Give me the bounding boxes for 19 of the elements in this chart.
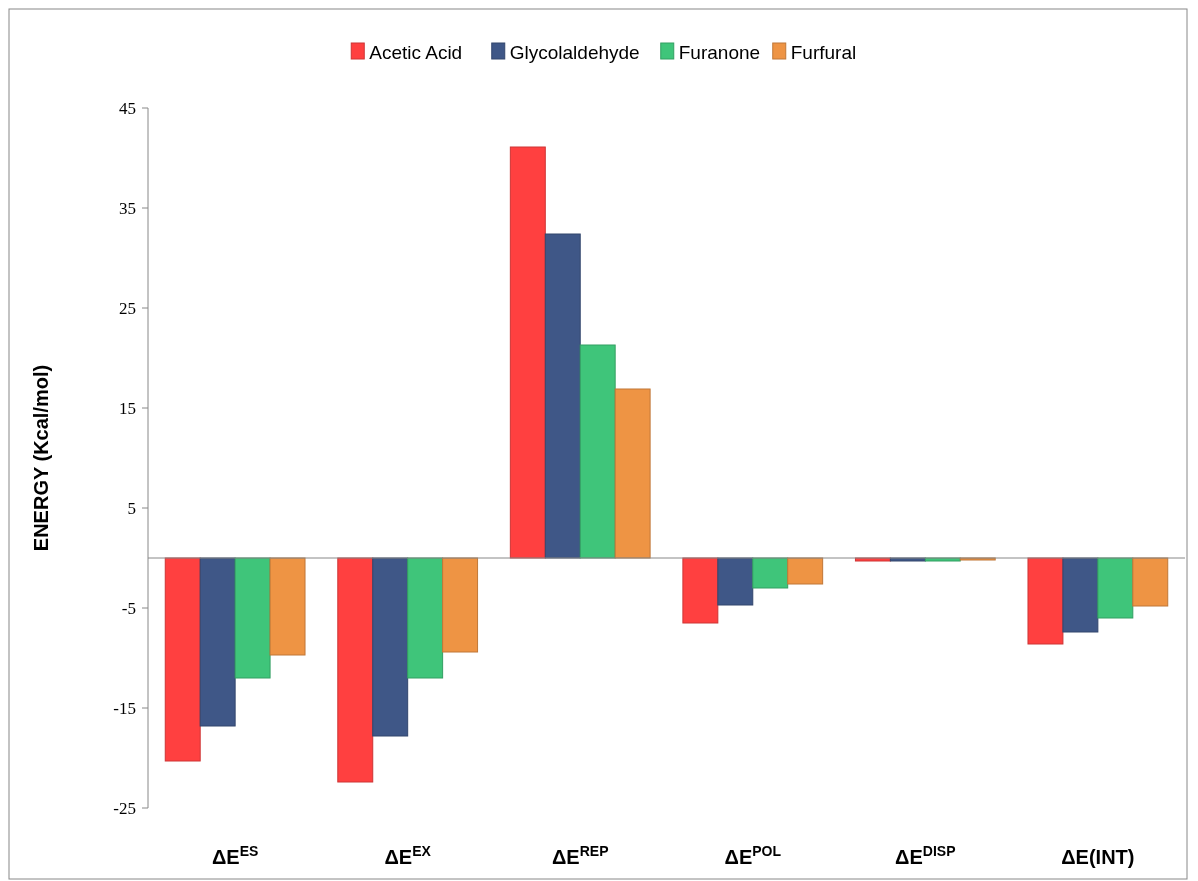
- y-tick-label: 35: [119, 198, 136, 218]
- x-tick-label: ΔE(INT): [1061, 846, 1135, 868]
- x-tick-label: ΔE$^{REP}$: [551, 843, 609, 868]
- x-tick-label: ΔE$^{EX}$: [384, 843, 432, 868]
- legend-label: Furfural: [790, 41, 857, 63]
- y-axis-title: ENERGY (Kcal/mol): [30, 364, 52, 552]
- x-tick-label: ΔE$^{POL}$: [724, 843, 782, 868]
- y-tick-label: -15: [113, 698, 136, 718]
- y-tick-label: 25: [119, 298, 136, 318]
- x-tick-label: ΔE$^{ES}$: [211, 843, 259, 868]
- legend-label: Furanone: [678, 41, 761, 63]
- y-tick-label: -25: [113, 798, 136, 818]
- y-tick-label: 45: [119, 98, 136, 118]
- y-tick-label: -5: [121, 598, 136, 618]
- x-tick-label: ΔE$^{DISP}$: [895, 843, 956, 868]
- legend-label: Glycolaldehyde: [509, 41, 640, 63]
- legend-label: Acetic Acid: [369, 41, 463, 63]
- y-tick-label: 15: [119, 398, 136, 418]
- y-tick-label: 5: [127, 498, 136, 518]
